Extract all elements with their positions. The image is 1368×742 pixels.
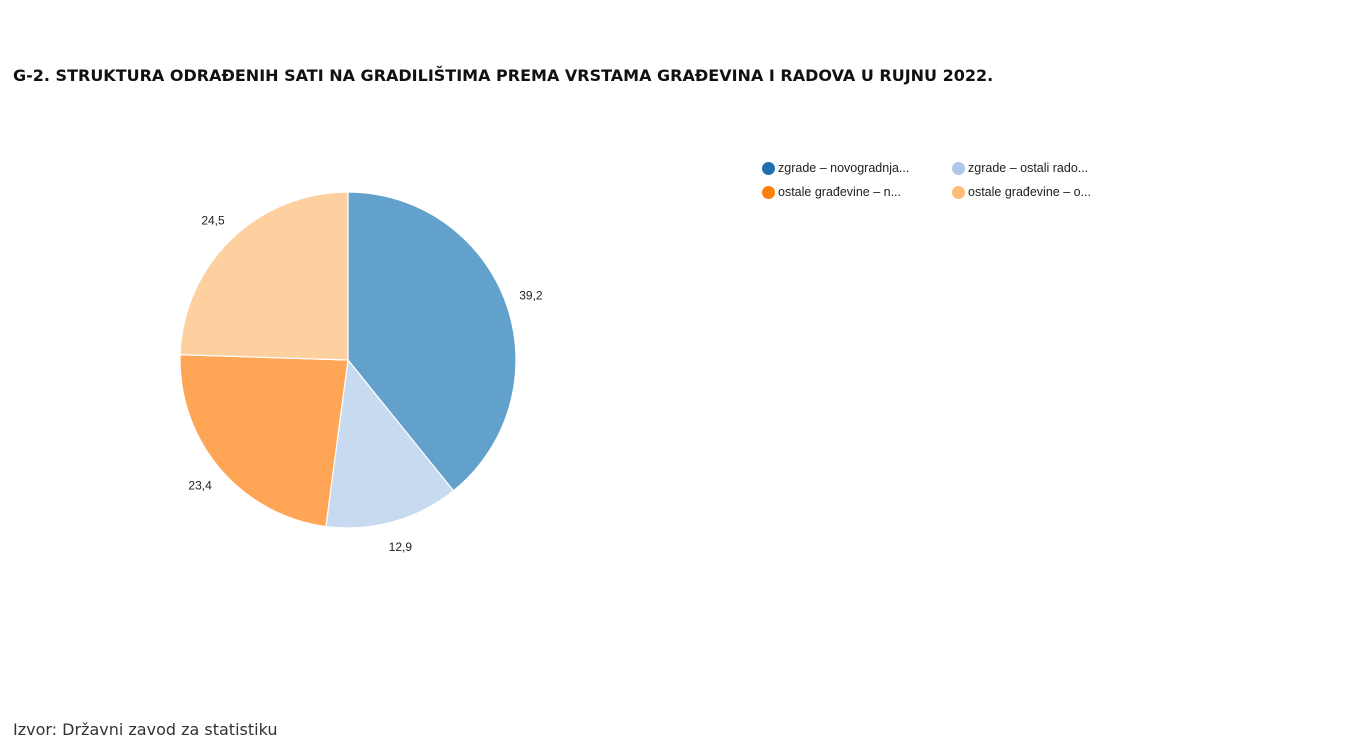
legend-item-3[interactable]: ostale građevine – o...: [952, 183, 1142, 201]
pie-slices: [179, 191, 517, 529]
source-note: Izvor: Državni zavod za statistiku: [13, 720, 278, 739]
legend-label: ostale građevine – n...: [778, 185, 901, 199]
pie-slice-2[interactable]: [179, 354, 349, 528]
pie-slice-1[interactable]: [325, 358, 455, 529]
data-label-2: 23,4: [188, 479, 212, 493]
legend-item-2[interactable]: ostale građevine – n...: [762, 183, 952, 201]
data-label-3: 24,5: [201, 214, 225, 228]
legend-item-0[interactable]: zgrade – novogradnja...: [762, 159, 952, 177]
data-label-0: 39,2: [519, 288, 543, 302]
chart-title: G-2. STRUKTURA ODRAĐENIH SATI NA GRADILI…: [13, 66, 994, 85]
legend-swatch-icon: [952, 161, 965, 175]
legend-swatch-icon: [762, 161, 775, 175]
legend-label: zgrade – novogradnja...: [778, 161, 910, 175]
legend-swatch-icon: [762, 185, 775, 199]
chart-legend: zgrade – novogradnja... zgrade – ostali r…: [762, 159, 1142, 201]
pie-data-labels: 39,2 12,9 23,4 24,5: [188, 214, 543, 554]
legend-label: ostale građevine – o...: [968, 185, 1091, 199]
data-label-1: 12,9: [389, 540, 413, 554]
pie-slice-3[interactable]: [179, 191, 349, 361]
legend-swatch-icon: [952, 185, 965, 199]
legend-label: zgrade – ostali rado...: [968, 161, 1089, 175]
pie-slice-0[interactable]: [347, 191, 517, 492]
legend-item-1[interactable]: zgrade – ostali rado...: [952, 159, 1142, 177]
